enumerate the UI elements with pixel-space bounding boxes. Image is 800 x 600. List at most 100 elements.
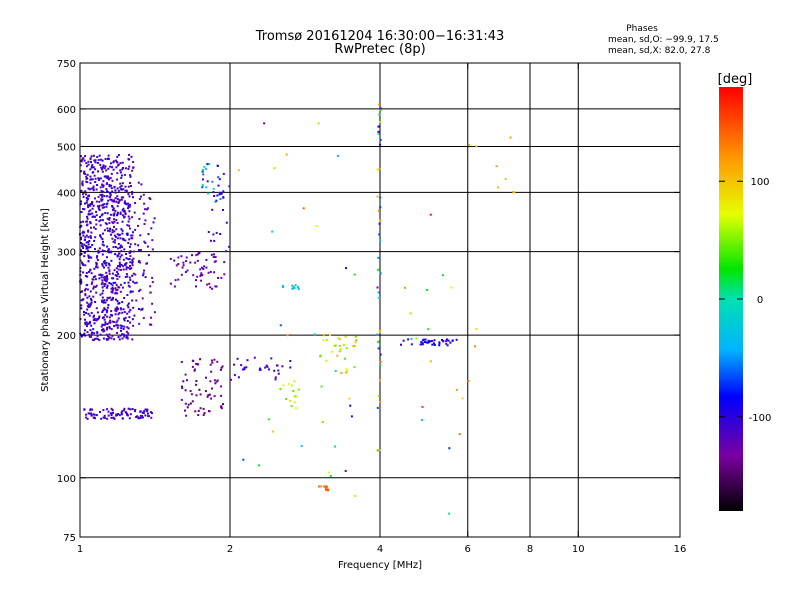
- echo-point: [121, 325, 124, 328]
- echo-point: [86, 275, 89, 278]
- echo-point: [123, 209, 126, 212]
- echo-point: [433, 343, 436, 346]
- echo-point: [90, 412, 93, 415]
- echo-point: [258, 464, 261, 467]
- echo-point: [216, 194, 219, 197]
- echo-point: [131, 318, 134, 321]
- echo-point: [125, 257, 128, 260]
- echo-point: [317, 122, 320, 125]
- echo-point: [107, 297, 110, 300]
- echo-point: [108, 217, 111, 219]
- echo-point: [110, 172, 113, 175]
- echo-point: [102, 328, 105, 331]
- echo-point: [334, 445, 337, 448]
- echo-point: [92, 276, 95, 278]
- y-tick-label: 200: [57, 331, 76, 342]
- echo-point: [98, 204, 101, 207]
- echo-point: [114, 287, 117, 290]
- echo-point: [111, 334, 114, 337]
- echo-point: [116, 278, 119, 280]
- echo-point: [105, 264, 108, 267]
- echo-point: [376, 195, 379, 198]
- echo-point: [212, 256, 215, 258]
- echo-point: [126, 413, 129, 416]
- echo-point: [101, 311, 104, 313]
- y-tick-label: 600: [57, 105, 76, 116]
- echo-point: [112, 246, 115, 249]
- echo-point: [97, 179, 100, 181]
- echo-point: [297, 288, 300, 290]
- echo-point: [94, 159, 97, 162]
- echo-point: [199, 407, 202, 410]
- echo-point: [213, 253, 215, 256]
- echo-point: [137, 224, 139, 227]
- echo-point: [88, 188, 91, 191]
- echo-point: [80, 200, 83, 203]
- echo-point: [119, 283, 122, 286]
- echo-point: [91, 178, 94, 181]
- echo-point: [144, 276, 147, 279]
- echo-point: [125, 189, 128, 192]
- echo-point: [85, 193, 87, 196]
- echo-point: [194, 368, 196, 371]
- echo-point: [92, 328, 95, 331]
- echo-point: [127, 284, 130, 287]
- echo-point: [116, 172, 119, 175]
- echo-point: [103, 266, 105, 269]
- echo-point: [129, 174, 132, 177]
- echo-point: [212, 233, 215, 236]
- echo-point: [177, 256, 180, 259]
- echo-point: [143, 223, 146, 225]
- echo-point: [209, 239, 212, 242]
- echo-point: [104, 279, 107, 282]
- echo-point: [149, 411, 152, 414]
- echo-point: [109, 227, 111, 230]
- echo-point: [116, 161, 119, 164]
- echo-point: [90, 256, 93, 259]
- echo-point: [107, 304, 110, 306]
- echo-point: [324, 488, 327, 491]
- echo-point: [108, 218, 111, 221]
- echo-point: [103, 167, 106, 170]
- echo-point: [83, 313, 86, 316]
- echo-point: [233, 363, 236, 366]
- echo-point: [326, 489, 329, 492]
- echo-point: [110, 184, 113, 187]
- echo-point: [376, 168, 379, 171]
- echo-point: [263, 122, 266, 125]
- echo-point: [121, 333, 123, 336]
- echo-point: [142, 193, 145, 196]
- echo-point: [124, 167, 127, 170]
- echo-point: [130, 267, 133, 270]
- echo-point: [88, 203, 91, 206]
- echo-point: [98, 208, 101, 211]
- echo-point: [105, 195, 108, 198]
- echo-point: [114, 313, 117, 316]
- echo-point: [302, 207, 305, 210]
- echo-point: [123, 297, 126, 299]
- echo-point: [297, 286, 300, 289]
- echo-point: [338, 350, 341, 353]
- echo-point: [270, 357, 273, 360]
- echo-point: [149, 198, 152, 201]
- echo-point: [322, 339, 325, 342]
- echo-point: [138, 308, 140, 310]
- echo-point: [504, 178, 507, 180]
- echo-point: [147, 412, 149, 415]
- echo-point: [93, 416, 96, 419]
- echo-point: [105, 261, 108, 264]
- echo-point: [83, 255, 86, 258]
- echo-point: [105, 223, 108, 226]
- echo-point: [214, 382, 217, 385]
- echo-point: [142, 274, 145, 277]
- echo-point: [121, 337, 124, 340]
- echo-point: [92, 278, 95, 281]
- echo-point: [118, 414, 121, 417]
- echo-point: [112, 222, 115, 225]
- phase-mean-x: mean, sd,X: 82.0, 27.8: [608, 46, 711, 56]
- echo-point: [90, 231, 93, 234]
- echo-point: [83, 408, 86, 411]
- echo-point: [345, 371, 348, 374]
- echo-point: [185, 260, 187, 263]
- echo-point: [117, 413, 120, 415]
